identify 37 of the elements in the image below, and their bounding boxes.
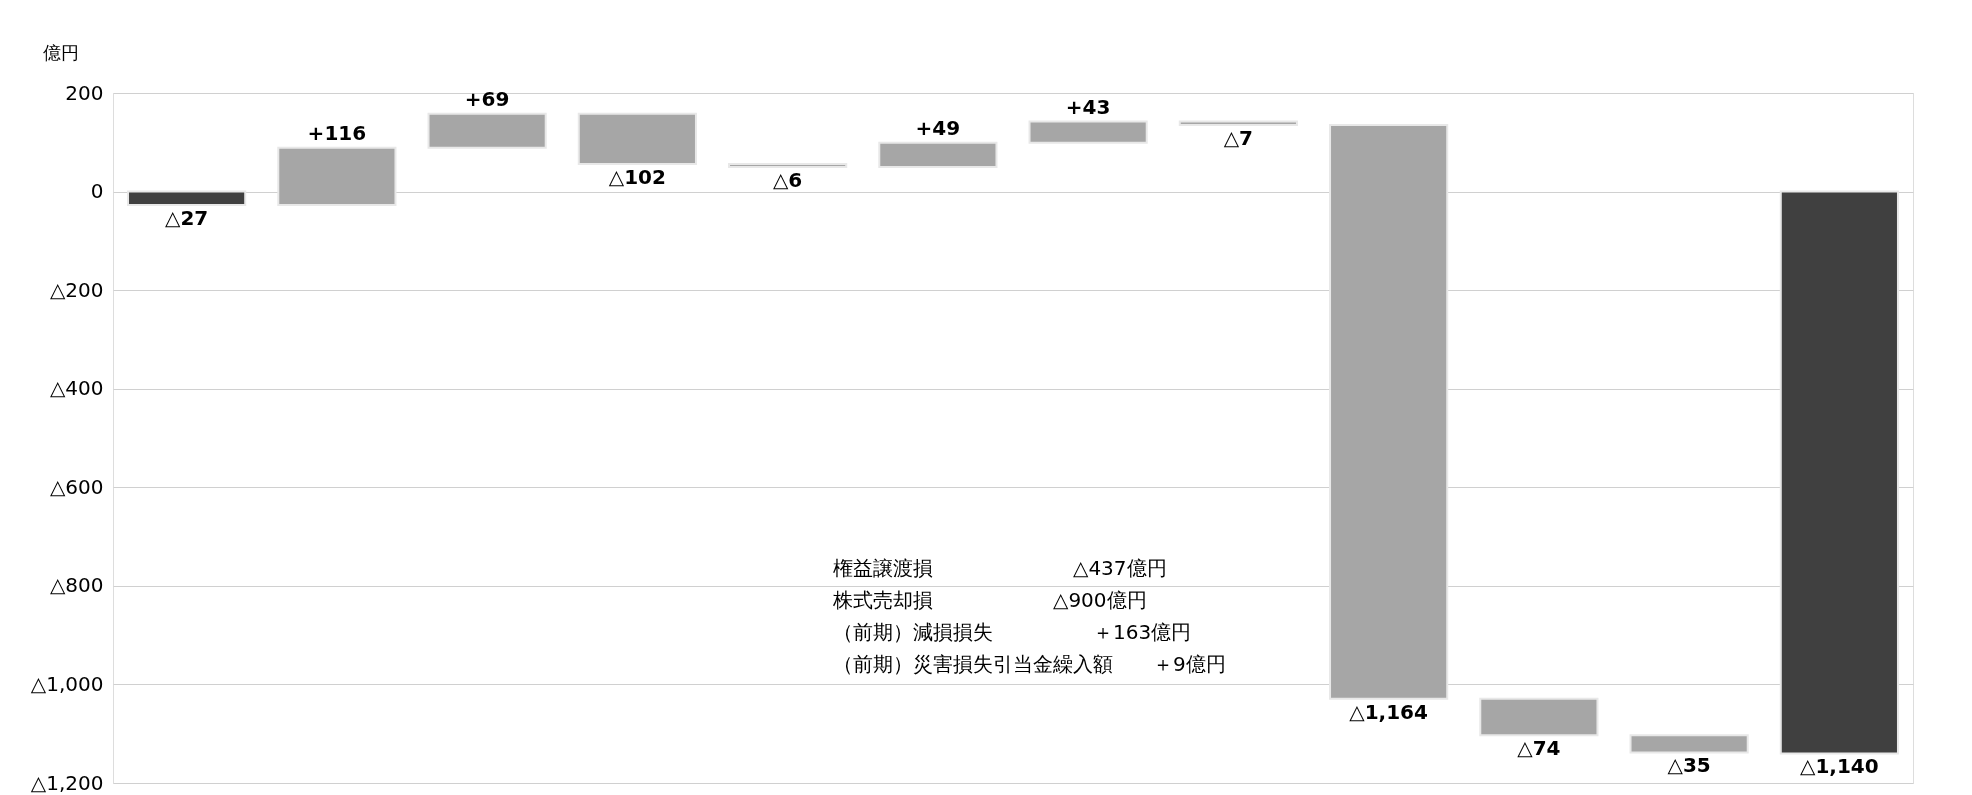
annotation: 株式売却損 △900億円 [832,588,1147,613]
bar [1629,734,1749,754]
bar [577,112,697,165]
data-label: △6 [772,167,803,192]
bar [1028,120,1148,144]
y-tick-label: 200 [65,80,104,105]
bar [1479,697,1599,737]
annotation: （前期）減損損失 ＋163億円 [833,620,1192,645]
bar [878,141,998,168]
y-tick-label: △400 [49,376,104,401]
data-label: +69 [464,86,510,111]
data-label: △74 [1517,736,1561,761]
data-label: △102 [608,164,666,189]
data-label: △7 [1223,126,1254,151]
y-tick-label: 0 [90,179,104,204]
bar [277,146,397,206]
y-tick-label: △1,000 [30,671,104,696]
bar [1779,190,1899,755]
bar [427,112,547,149]
annotation: 権益譲渡損 △437億円 [833,556,1167,581]
annotation: （前期）災害損失引当金繰入額 ＋9億円 [833,652,1226,677]
data-label: △1,164 [1349,699,1428,724]
bar [127,190,247,206]
data-label: △1,140 [1800,754,1879,779]
data-label: +49 [915,115,961,140]
data-label: +116 [307,120,367,145]
y-tick-label: △800 [49,573,104,598]
y-tick-label: △200 [49,277,104,302]
y-tick-label: △1,200 [30,770,104,795]
bar [1178,120,1298,127]
data-label: +43 [1065,94,1111,119]
data-label: △35 [1667,753,1711,778]
y-tick-label: △600 [49,474,104,499]
data-label: △27 [165,205,209,230]
y-axis-title: 億円 [43,42,79,63]
bar [728,162,848,168]
bar [1329,124,1449,700]
